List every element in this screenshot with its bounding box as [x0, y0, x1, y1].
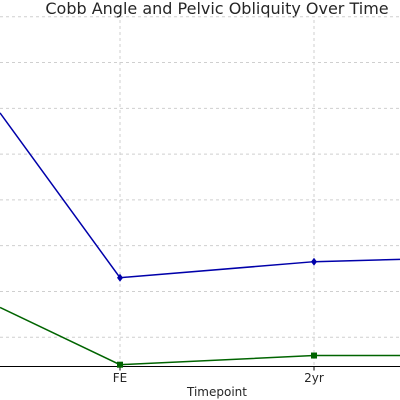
- x-tick-layer: FE 2yr: [113, 366, 324, 385]
- data-point: [117, 361, 123, 368]
- series-2: [0, 306, 400, 368]
- series-layer: [0, 112, 400, 368]
- x-tick-label: 2yr: [304, 371, 324, 385]
- x-tick-label: FE: [113, 371, 127, 385]
- series-line: [0, 306, 400, 366]
- grid-layer: [0, 16, 400, 366]
- data-point: [311, 352, 317, 359]
- data-point: [117, 273, 123, 282]
- chart-title: Cobb Angle and Pelvic Obliquity Over Tim…: [45, 0, 388, 18]
- x-axis-label: Timepoint: [186, 385, 247, 399]
- data-point: [311, 257, 317, 266]
- series-line: [0, 112, 400, 279]
- series-1: [0, 112, 400, 282]
